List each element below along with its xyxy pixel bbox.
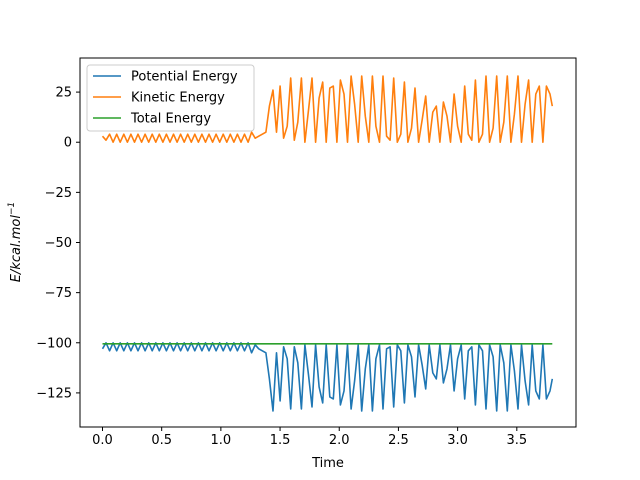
- y-axis: 25 0 −25 −50 −75 −100 −125: [36, 86, 80, 401]
- y-tick-label: 25: [55, 86, 72, 101]
- x-tick-label: 3.5: [506, 433, 527, 448]
- legend-label: Total Energy: [130, 112, 211, 127]
- y-tick-label: −50: [45, 236, 72, 251]
- x-tick-label: 3.0: [447, 433, 468, 448]
- y-axis-label-superscript: −1: [7, 202, 17, 215]
- svg-text:E/kcal.mol−1: E/kcal.mol−1: [7, 202, 24, 283]
- y-tick-label: 0: [64, 136, 72, 151]
- series-lines: [101, 75, 554, 412]
- legend-box: [86, 64, 255, 132]
- y-tick-label: −25: [45, 186, 72, 201]
- y-tick-label: −100: [36, 336, 72, 351]
- x-tick-label: 2.5: [388, 433, 409, 448]
- y-tick-label: −75: [45, 286, 72, 301]
- legend-label: Potential Energy: [131, 70, 238, 85]
- y-axis-label: E/kcal.mol: [9, 215, 24, 283]
- x-tick-label: 0.0: [92, 433, 113, 448]
- y-tick-label: −125: [36, 386, 72, 401]
- x-tick-label: 1.5: [270, 433, 291, 448]
- x-axis: 0.0 0.5 1.0 1.5 2.0 2.5 3.0 3.5: [92, 427, 527, 448]
- x-tick-label: 2.0: [329, 433, 350, 448]
- x-axis-label: Time: [311, 456, 344, 471]
- series-line-kinetic-energy: [101, 75, 554, 143]
- x-tick-label: 1.0: [211, 433, 232, 448]
- legend: Potential Energy Kinetic Energy Total Ener…: [86, 64, 255, 132]
- x-tick-label: 0.5: [151, 433, 172, 448]
- y-axis-label-group: E/kcal.mol−1: [7, 202, 24, 283]
- legend-label: Kinetic Energy: [131, 91, 225, 106]
